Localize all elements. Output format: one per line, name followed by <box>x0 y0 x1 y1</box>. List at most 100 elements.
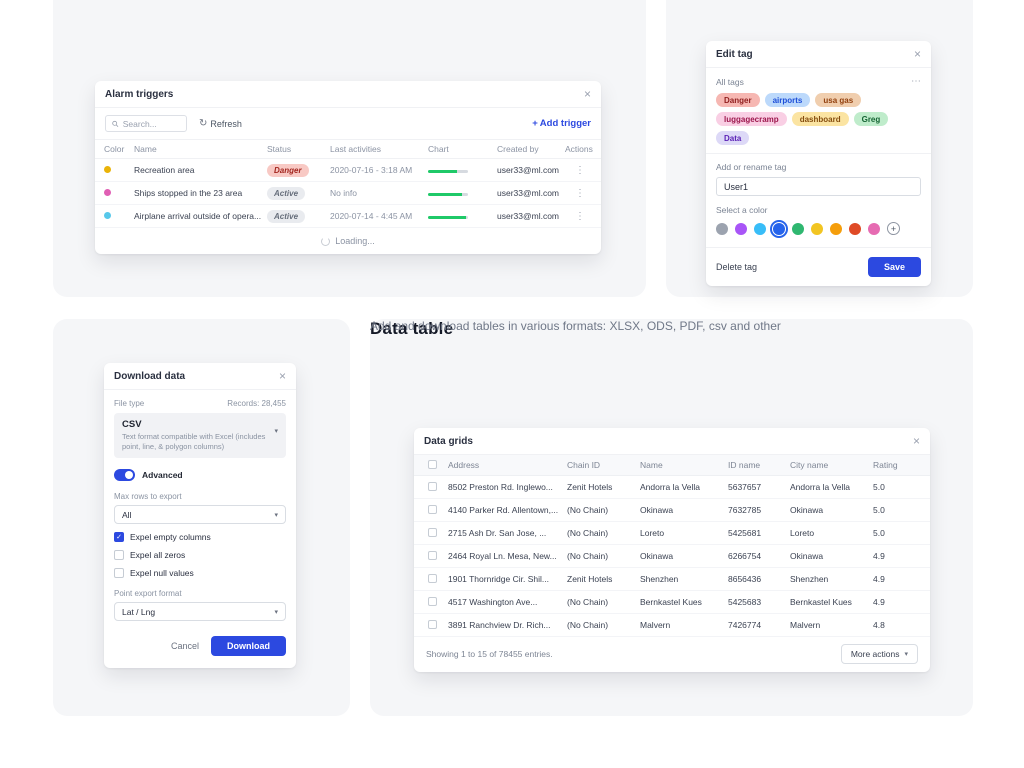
row-checkbox[interactable] <box>428 527 437 537</box>
table-row: Airplane arrival outside of opera... Act… <box>95 205 601 228</box>
point-format-label: Point export format <box>114 589 182 599</box>
search-input[interactable] <box>122 118 180 129</box>
card-title: Data grids <box>424 435 473 447</box>
color-swatch[interactable] <box>868 222 880 235</box>
cell-id-name: 8656436 <box>728 574 762 584</box>
delete-tag-button[interactable]: Delete tag <box>716 262 758 272</box>
cell-city-name: Loreto <box>790 528 815 538</box>
status-cell: Danger <box>267 163 330 177</box>
row-checkbox[interactable] <box>428 619 437 629</box>
more-actions-button[interactable]: More actions ▾ <box>840 644 918 664</box>
row-checkbox[interactable] <box>428 596 437 606</box>
add-trigger-button[interactable]: + Add trigger <box>532 118 591 129</box>
checkbox-cell <box>428 527 448 539</box>
refresh-button[interactable]: ↻ Refresh <box>199 118 242 129</box>
row-checkbox[interactable] <box>428 481 437 491</box>
checkbox-cell <box>428 550 448 562</box>
tag-chip[interactable]: Greg <box>853 112 889 126</box>
add-color-button[interactable]: + <box>887 222 900 235</box>
grid-body: 8502 Preston Rd. Inglewo... Zenit Hotels… <box>414 476 930 637</box>
data-grid-table: Address Chain ID Name ID name City name … <box>414 455 930 672</box>
row-checkbox[interactable] <box>428 550 437 560</box>
color-swatch[interactable] <box>849 222 861 235</box>
col-status: Status <box>267 144 292 154</box>
chart-cell <box>428 188 497 198</box>
checkbox[interactable]: ✓ <box>114 550 124 561</box>
chevron-down-icon: ▾ <box>274 608 278 616</box>
checkbox[interactable]: ✓ <box>114 568 124 579</box>
color-cell <box>104 211 134 221</box>
status-badge: Active <box>267 209 306 223</box>
max-rows-select[interactable]: All ▾ <box>114 505 286 525</box>
grid-footer: Showing 1 to 15 of 78455 entries. More a… <box>414 637 930 672</box>
save-button[interactable]: Save <box>867 257 921 277</box>
close-icon[interactable]: × <box>913 47 921 61</box>
color-swatch[interactable] <box>830 222 842 235</box>
row-actions-button[interactable]: ⋮ <box>575 188 601 199</box>
all-tags-section: All tags ⋯ Danger airports usa gas lugga… <box>706 68 931 154</box>
close-icon[interactable]: × <box>912 434 920 448</box>
table-row: 2715 Ash Dr. San Jose, ... (No Chain) Lo… <box>414 522 930 545</box>
tag-chip[interactable]: usa gas <box>815 93 862 107</box>
cell-address: 4517 Washington Ave... <box>448 597 538 607</box>
modal-title: Alarm triggers <box>105 88 174 100</box>
tag-chip[interactable]: dashboard <box>791 112 849 126</box>
export-options: ✓ Expel empty columns ✓ Expel all zeros … <box>114 532 286 579</box>
cell-rating: 4.9 <box>873 574 885 584</box>
close-icon[interactable]: × <box>583 87 591 101</box>
file-type-value: CSV <box>122 419 142 430</box>
color-swatch[interactable] <box>754 222 766 235</box>
color-swatch[interactable] <box>716 222 728 235</box>
row-actions-button[interactable]: ⋮ <box>575 211 601 222</box>
cell-name: Loreto <box>640 528 665 538</box>
data-table-panel: Data table Add and download tables in va… <box>370 319 973 716</box>
checkbox[interactable]: ✓ <box>114 532 124 543</box>
alarm-table-body: Recreation area Danger 2020-07-16 - 3:18… <box>95 159 601 228</box>
row-checkbox[interactable] <box>428 573 437 583</box>
col-chart: Chart <box>428 144 449 154</box>
cell-chain-id: (No Chain) <box>567 528 609 538</box>
color-swatch[interactable] <box>811 222 823 235</box>
cell-address: 2464 Royal Ln. Mesa, New... <box>448 551 557 561</box>
advanced-toggle[interactable] <box>114 469 135 482</box>
edit-tag-modal: Edit tag × All tags ⋯ Danger airports us… <box>706 41 931 286</box>
tag-name-input[interactable] <box>716 177 921 196</box>
search-input-wrap[interactable] <box>105 115 187 132</box>
tag-chip-list: Danger airports usa gas luggagecramp das… <box>716 93 921 145</box>
plus-icon: + <box>532 118 538 129</box>
close-icon[interactable]: × <box>278 369 286 383</box>
color-swatch[interactable] <box>792 222 804 235</box>
cell-chain-id: Zenit Hotels <box>567 574 613 584</box>
sparkline-chart <box>428 193 468 196</box>
color-swatch[interactable] <box>769 219 789 238</box>
point-format-select[interactable]: Lat / Lng ▾ <box>114 602 286 622</box>
row-checkbox[interactable] <box>428 504 437 514</box>
tag-chip[interactable]: luggagecramp <box>716 112 787 126</box>
color-swatch[interactable] <box>735 222 747 235</box>
checkbox-row: ✓ Expel all zeros <box>114 550 286 561</box>
kebab-icon: ⋮ <box>575 187 585 199</box>
row-actions-button[interactable]: ⋮ <box>575 165 601 176</box>
tag-chip[interactable]: Data <box>716 131 750 145</box>
plus-icon: + <box>890 223 897 234</box>
file-type-select[interactable]: CSV Text format compatible with Excel (i… <box>114 413 286 459</box>
trigger-color-dot <box>104 189 111 196</box>
chevron-down-icon: ▾ <box>274 428 278 435</box>
check-icon: ✓ <box>116 533 122 541</box>
cell-rating: 4.8 <box>873 620 885 630</box>
tag-chip[interactable]: Danger <box>716 93 760 107</box>
cell-chain-id: (No Chain) <box>567 505 609 515</box>
all-tags-label: All tags <box>716 76 744 87</box>
trigger-name: Recreation area <box>134 165 195 175</box>
cell-address: 2715 Ash Dr. San Jose, ... <box>448 528 547 538</box>
cell-rating: 5.0 <box>873 482 885 492</box>
cancel-button[interactable]: Cancel <box>170 641 199 652</box>
select-all-checkbox[interactable] <box>428 459 437 469</box>
more-icon[interactable]: ⋯ <box>911 76 921 87</box>
tag-chip[interactable]: airports <box>764 93 811 107</box>
last-activity: 2020-07-16 - 3:18 AM <box>330 165 413 175</box>
entries-summary: Showing 1 to 15 of 78455 entries. <box>426 649 553 659</box>
download-data-modal: Download data × File type Records: 28,45… <box>104 363 296 669</box>
download-button[interactable]: Download <box>211 636 286 657</box>
checkbox-cell <box>428 573 448 585</box>
